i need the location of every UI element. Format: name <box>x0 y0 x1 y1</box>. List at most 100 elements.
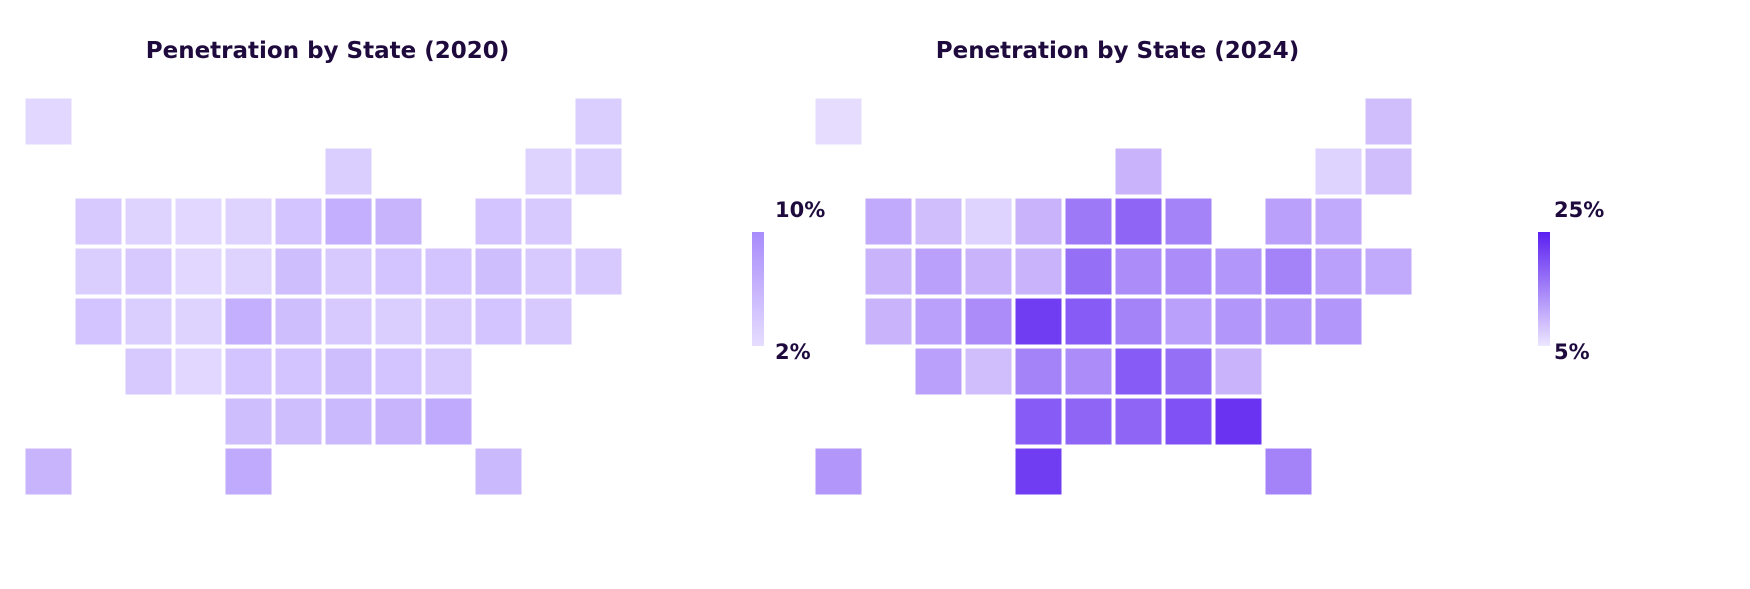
state-fl <box>474 447 523 496</box>
state-ny <box>1264 197 1313 246</box>
state-in <box>1114 247 1163 296</box>
state-ne <box>1014 297 1063 346</box>
state-nd <box>224 197 273 246</box>
state-ut <box>124 297 173 346</box>
state-ms <box>324 397 373 446</box>
state-wi <box>1114 147 1163 196</box>
state-nv <box>124 247 173 296</box>
state-md <box>1264 297 1313 346</box>
map-panel-2024: Penetration by State (2024) 25% 5% <box>790 0 1665 589</box>
state-la <box>274 397 323 446</box>
state-nh <box>1364 147 1413 196</box>
state-ok <box>224 397 273 446</box>
state-mo <box>274 297 323 346</box>
state-ca <box>864 297 913 346</box>
state-ia <box>1064 247 1113 296</box>
legend-max-label: 25% <box>1554 198 1605 222</box>
state-ri <box>1364 247 1413 296</box>
state-ne <box>224 297 273 346</box>
state-ny <box>474 197 523 246</box>
color-scale-legend <box>752 232 764 346</box>
state-pa <box>1214 247 1263 296</box>
state-co <box>964 297 1013 346</box>
chart-title: Penetration by State (2024) <box>935 38 1300 64</box>
state-wy <box>174 247 223 296</box>
state-va <box>1214 297 1263 346</box>
state-ma <box>524 197 573 246</box>
state-de <box>524 297 573 346</box>
legend-min-label: 2% <box>775 340 811 364</box>
state-az <box>914 347 963 396</box>
state-vt <box>1314 147 1363 196</box>
choropleth-map <box>814 97 1413 496</box>
state-nc <box>1164 347 1213 396</box>
state-ga <box>1214 397 1263 446</box>
state-wv <box>374 297 423 346</box>
state-wa <box>74 197 123 246</box>
state-tx <box>224 447 273 496</box>
state-mi <box>374 197 423 246</box>
state-ak <box>24 97 73 146</box>
state-ar <box>1064 347 1113 396</box>
state-az <box>124 347 173 396</box>
state-mn <box>1064 197 1113 246</box>
state-hi <box>814 447 863 496</box>
state-or <box>74 247 123 296</box>
state-nm <box>174 347 223 396</box>
state-ct <box>1314 247 1363 296</box>
state-il <box>1114 197 1163 246</box>
state-ga <box>424 397 473 446</box>
state-hi <box>24 447 73 496</box>
state-nm <box>964 347 1013 396</box>
state-ky <box>324 297 373 346</box>
state-or <box>864 247 913 296</box>
state-sd <box>224 247 273 296</box>
state-nh <box>574 147 623 196</box>
state-wv <box>1164 297 1213 346</box>
state-ut <box>914 297 963 346</box>
state-mt <box>964 197 1013 246</box>
state-me <box>574 97 623 146</box>
state-sc <box>1214 347 1263 396</box>
state-md <box>474 297 523 346</box>
state-nd <box>1014 197 1063 246</box>
state-wi <box>324 147 373 196</box>
state-al <box>1164 397 1213 446</box>
map-panel-2020: Penetration by State (2020) 10% 2% <box>24 38 826 496</box>
state-il <box>324 197 373 246</box>
state-al <box>374 397 423 446</box>
state-mn <box>274 197 323 246</box>
state-sd <box>1014 247 1063 296</box>
state-de <box>1314 297 1363 346</box>
legend-max-label: 10% <box>775 198 826 222</box>
state-mo <box>1064 297 1113 346</box>
state-va <box>424 297 473 346</box>
state-nc <box>374 347 423 396</box>
state-ri <box>574 247 623 296</box>
state-la <box>1064 397 1113 446</box>
state-fl <box>1264 447 1313 496</box>
state-ak <box>814 97 863 146</box>
legend-min-label: 5% <box>1554 340 1590 364</box>
state-id <box>124 197 173 246</box>
state-wa <box>864 197 913 246</box>
state-wy <box>964 247 1013 296</box>
state-me <box>1364 97 1413 146</box>
state-mi <box>1164 197 1213 246</box>
state-oh <box>1164 247 1213 296</box>
choropleth-map <box>24 97 623 496</box>
state-ct <box>524 247 573 296</box>
state-ks <box>1014 347 1063 396</box>
state-tn <box>324 347 373 396</box>
state-ky <box>1114 297 1163 346</box>
state-sc <box>424 347 473 396</box>
chart-title: Penetration by State (2020) <box>145 38 510 64</box>
state-in <box>324 247 373 296</box>
state-ar <box>274 347 323 396</box>
state-ms <box>1114 397 1163 446</box>
state-co <box>174 297 223 346</box>
state-nv <box>914 247 963 296</box>
state-mt <box>174 197 223 246</box>
state-id <box>914 197 963 246</box>
state-oh <box>374 247 423 296</box>
